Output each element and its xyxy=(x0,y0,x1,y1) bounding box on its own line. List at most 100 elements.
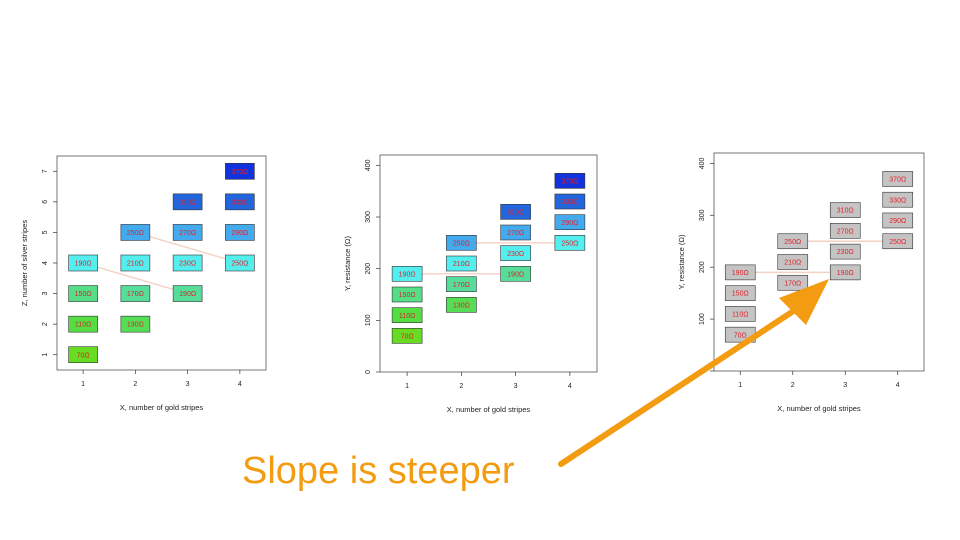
data-label: 250Ω xyxy=(784,239,801,246)
data-box xyxy=(500,245,531,261)
x-tick-label: 1 xyxy=(405,383,409,390)
data-box xyxy=(120,315,151,333)
data-label: 290Ω xyxy=(889,218,906,225)
data-box xyxy=(554,214,586,230)
data-label: 150Ω xyxy=(75,291,92,298)
data-box xyxy=(391,286,423,303)
data-label: 290Ω xyxy=(231,230,248,237)
data-label: 190Ω xyxy=(399,271,416,278)
y-tick-label: 4 xyxy=(42,261,49,265)
data-box xyxy=(391,328,423,344)
x-tick-label: 2 xyxy=(791,382,795,389)
data-label: 150Ω xyxy=(732,291,749,298)
y-tick-label: 1 xyxy=(42,353,49,357)
slope-arrow xyxy=(558,279,829,467)
data-label: 230Ω xyxy=(179,261,196,268)
data-label: 230Ω xyxy=(507,251,524,258)
x-tick-label: 4 xyxy=(238,381,242,388)
x-tick-label: 2 xyxy=(459,383,463,390)
y-tick-label: 200 xyxy=(365,263,372,275)
data-box xyxy=(68,254,98,272)
x-tick-label: 4 xyxy=(568,383,572,390)
data-label: 210Ω xyxy=(453,261,470,268)
data-label: 150Ω xyxy=(399,292,416,299)
data-box xyxy=(500,266,531,282)
x-axis-label: X, number of gold stripes xyxy=(120,403,204,412)
y-tick-label: 7 xyxy=(42,169,49,173)
data-box xyxy=(829,243,861,260)
data-box xyxy=(391,266,423,282)
data-label: 190Ω xyxy=(507,271,524,278)
plot-y-vs-x-colored: 1 2 3 4 0 100 200 300 400 X, number of gold strip… xyxy=(343,154,598,414)
y-tick-label: 6 xyxy=(42,200,49,204)
data-box xyxy=(446,297,477,313)
x-axis-label: X, number of gold stripes xyxy=(447,405,531,414)
data-box xyxy=(446,255,477,272)
data-box xyxy=(500,224,531,241)
data-box xyxy=(68,315,98,333)
arrow-head xyxy=(779,279,829,325)
trend-line xyxy=(82,262,188,295)
data-box xyxy=(446,235,477,251)
y-tick-label: 0 xyxy=(365,370,372,374)
data-label: 190Ω xyxy=(732,270,749,277)
data-box xyxy=(225,193,255,211)
data-label: 250Ω xyxy=(453,240,470,247)
data-box xyxy=(724,285,756,301)
y-tick-label: 300 xyxy=(365,211,372,223)
x-tick-label: 3 xyxy=(514,383,518,390)
data-box xyxy=(724,264,756,281)
data-box xyxy=(724,306,756,322)
data-label: 270Ω xyxy=(179,230,196,237)
y-tick-label: 100 xyxy=(365,314,372,326)
data-label: 190Ω xyxy=(179,291,196,298)
data-label: 190Ω xyxy=(75,261,92,268)
data-label: 250Ω xyxy=(231,261,248,268)
y-tick-label: 3 xyxy=(42,292,49,296)
y-tick-label: 300 xyxy=(699,209,706,221)
data-box xyxy=(554,235,586,251)
data-label: 270Ω xyxy=(837,228,854,235)
data-box xyxy=(391,307,423,323)
data-label: 330Ω xyxy=(231,199,248,206)
data-label: 70Ω xyxy=(401,333,414,340)
data-box xyxy=(829,223,861,239)
data-box xyxy=(554,173,586,189)
data-label: 270Ω xyxy=(507,230,524,237)
data-label: 330Ω xyxy=(561,199,578,206)
y-tick-label: 2 xyxy=(42,322,49,326)
data-box xyxy=(225,162,255,180)
plot-z-vs-x: 1 2 3 4 1 2 3 4 5 6 7 X, number of gold stripes Z, n… xyxy=(20,155,267,412)
data-box xyxy=(446,276,477,292)
x-tick-label: 1 xyxy=(738,382,742,389)
data-label: 130Ω xyxy=(127,322,144,329)
x-tick-label: 3 xyxy=(186,381,190,388)
data-label: 250Ω xyxy=(889,239,906,246)
y-tick-label: 5 xyxy=(42,230,49,234)
data-box xyxy=(777,274,809,291)
data-box xyxy=(172,224,203,241)
data-label: 170Ω xyxy=(127,291,144,298)
data-box xyxy=(68,346,98,364)
data-box xyxy=(882,171,914,187)
data-box xyxy=(68,285,98,302)
data-label: 110Ω xyxy=(75,322,91,329)
data-label: 330Ω xyxy=(889,197,906,204)
data-box xyxy=(500,204,531,220)
data-box xyxy=(882,233,914,250)
caption-slope-is-steeper: Slope is steeper xyxy=(242,450,515,492)
data-label: 170Ω xyxy=(784,280,801,287)
x-tick-label: 3 xyxy=(843,382,847,389)
data-box xyxy=(172,285,203,302)
data-box xyxy=(225,254,255,272)
data-box xyxy=(120,285,151,302)
y-tick-label: 400 xyxy=(365,159,372,171)
data-label: 370Ω xyxy=(561,178,578,185)
y-tick-label: 200 xyxy=(699,261,706,273)
y-tick-label: 400 xyxy=(699,157,706,169)
data-label: 70Ω xyxy=(77,352,90,359)
x-tick-label: 4 xyxy=(896,382,900,389)
data-box xyxy=(882,212,914,229)
